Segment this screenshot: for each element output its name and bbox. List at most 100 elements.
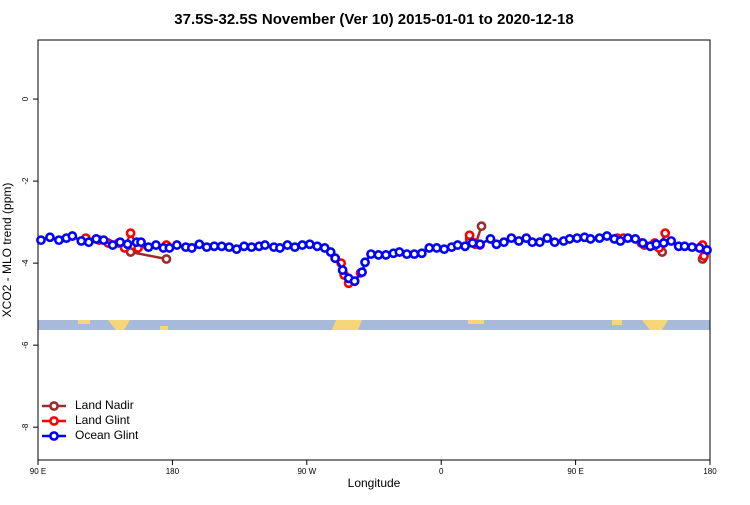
point (224, 242, 235, 253)
point (151, 240, 161, 250)
point (637, 238, 648, 248)
point (125, 228, 136, 239)
x-tick-label: 90 E (30, 467, 46, 476)
y-tick-label: -4 (21, 259, 30, 267)
point (549, 237, 560, 248)
legend-marker (49, 431, 59, 441)
point (231, 244, 242, 255)
point (216, 241, 227, 252)
point (694, 243, 705, 253)
point (91, 234, 102, 244)
point (164, 243, 175, 253)
point (439, 244, 450, 255)
point (83, 237, 94, 248)
point (246, 242, 257, 253)
point (542, 233, 553, 244)
point (401, 249, 412, 260)
point (312, 241, 323, 252)
legend-marker (49, 401, 59, 411)
y-tick-label: -6 (21, 341, 30, 349)
point (527, 237, 538, 248)
x-tick-label: 0 (439, 467, 444, 476)
point (467, 238, 478, 248)
point (115, 237, 126, 248)
y-tick-label: -8 (21, 423, 30, 431)
point (186, 243, 197, 253)
point (360, 257, 370, 268)
point (76, 236, 87, 246)
point (67, 231, 78, 241)
point (651, 239, 662, 250)
point (475, 239, 485, 250)
point (506, 233, 517, 244)
point (499, 237, 509, 248)
point (297, 240, 308, 250)
point (289, 242, 300, 253)
point (201, 242, 212, 253)
legend-label: Ocean Glint (75, 428, 139, 442)
point (622, 233, 633, 244)
point (485, 234, 496, 244)
point (357, 267, 367, 278)
x-axis-label: Longitude (348, 476, 401, 490)
point (36, 235, 46, 246)
point (275, 243, 285, 253)
point (416, 248, 427, 259)
point (45, 232, 55, 243)
point (564, 234, 575, 244)
point (630, 234, 641, 244)
point (491, 239, 502, 250)
point (615, 236, 626, 246)
x-tick-label: 90 W (297, 467, 316, 476)
point (687, 242, 697, 253)
legend-label: Land Nadir (75, 398, 134, 412)
point (282, 240, 293, 250)
point (330, 253, 341, 264)
point (373, 250, 384, 260)
point (666, 236, 677, 246)
point (209, 241, 220, 252)
map-strip (38, 320, 710, 330)
point (658, 238, 669, 248)
point (394, 247, 405, 257)
point (572, 233, 582, 244)
x-tick-label: 90 E (567, 467, 583, 476)
point (476, 221, 487, 232)
x-tick-label: 180 (703, 467, 717, 476)
point (366, 249, 376, 260)
point (349, 276, 360, 287)
point (594, 233, 605, 244)
point (702, 245, 712, 255)
point (585, 234, 596, 244)
point (260, 240, 270, 250)
x-tick-label: 180 (166, 467, 180, 476)
y-axis-label: XCO2 - MLO trend (ppm) (0, 183, 14, 318)
point (660, 228, 671, 239)
y-tick-label: 0 (21, 96, 30, 101)
point (464, 230, 475, 241)
point (304, 239, 315, 250)
point (513, 236, 524, 246)
point (171, 240, 182, 250)
point (107, 240, 118, 250)
point (239, 241, 249, 252)
point (122, 239, 133, 250)
point (452, 240, 463, 250)
chart-title: 37.5S-32.5S November (Ver 10) 2015-01-01… (174, 11, 573, 28)
point (602, 231, 612, 241)
point (381, 250, 391, 260)
point (431, 243, 442, 253)
point (534, 237, 545, 248)
point (143, 242, 154, 253)
point (424, 243, 435, 253)
point (679, 241, 690, 252)
legend-label: Land Glint (75, 413, 130, 427)
point (54, 235, 64, 246)
point (460, 241, 470, 252)
point (337, 265, 348, 275)
point (325, 247, 336, 257)
point (98, 235, 109, 246)
point (194, 239, 205, 250)
legend-marker (49, 416, 59, 426)
